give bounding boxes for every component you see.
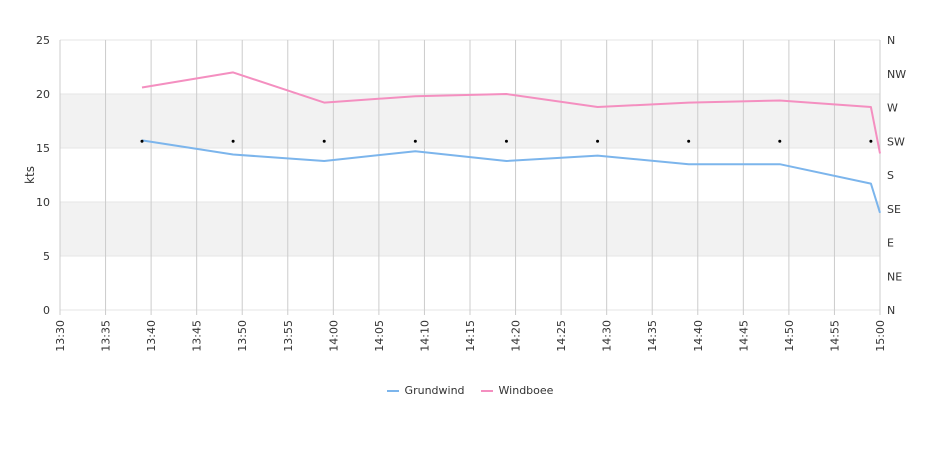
x-axis-ticks: 13:30 13:35 13:40 13:45 13:50 13:55 14:00 14:05… <box>54 310 887 352</box>
direction-marker-3 <box>413 139 417 143</box>
y2-tick-label-8: N <box>887 34 895 47</box>
direction-markers <box>140 139 873 143</box>
y-tick-label-3: 15 <box>36 142 50 155</box>
direction-marker-1 <box>231 139 235 143</box>
y-tick-label-4: 20 <box>36 88 50 101</box>
y2-tick-label-2: E <box>887 237 894 250</box>
y2-axis-ticks: N NE E SE S SW W NW N <box>887 34 906 317</box>
y-tick-label-2: 10 <box>36 196 50 209</box>
y2-tick-label-3: SE <box>887 203 901 216</box>
legend-swatch-grundwind <box>386 389 399 392</box>
x-tick-label-0: 13:30 <box>54 320 67 352</box>
y-tick-label-5: 25 <box>36 34 50 47</box>
x-tick-label-12: 14:30 <box>601 320 614 352</box>
y2-tick-label-4: S <box>887 169 894 182</box>
x-tick-label-18: 15:00 <box>874 320 887 352</box>
legend: Grundwind Windboee <box>0 384 940 397</box>
series-line-grundwind <box>141 139 881 214</box>
x-tick-label-17: 14:55 <box>828 320 841 352</box>
legend-item-grundwind[interactable]: Grundwind <box>386 384 465 397</box>
x-tick-label-7: 14:05 <box>373 320 386 352</box>
legend-swatch-windboee <box>480 389 493 392</box>
y-axis-ticks: 0 5 10 15 20 25 <box>36 34 50 317</box>
legend-item-windboee[interactable]: Windboee <box>480 384 554 397</box>
x-tick-label-2: 13:40 <box>145 320 158 352</box>
x-tick-label-10: 14:20 <box>510 320 523 352</box>
y2-tick-label-0: N <box>887 304 895 317</box>
series-lines <box>141 71 881 214</box>
x-tick-label-8: 14:10 <box>418 320 431 352</box>
x-tick-label-4: 13:50 <box>236 320 249 352</box>
direction-marker-5 <box>596 139 600 143</box>
direction-marker-7 <box>778 139 782 143</box>
direction-marker-8 <box>869 139 873 143</box>
y2-tick-label-5: SW <box>887 135 905 148</box>
y-tick-label-1: 5 <box>43 250 50 263</box>
direction-marker-0 <box>140 139 144 143</box>
legend-label-grundwind: Grundwind <box>404 384 465 397</box>
x-tick-label-13: 14:35 <box>646 320 659 352</box>
x-tick-label-16: 14:50 <box>783 320 796 352</box>
grid-lines <box>59 39 881 311</box>
series-line-windboee <box>141 71 881 154</box>
x-tick-label-1: 13:35 <box>100 320 113 352</box>
x-tick-label-11: 14:25 <box>555 320 568 352</box>
x-tick-label-9: 14:15 <box>464 320 477 352</box>
direction-marker-4 <box>504 139 508 143</box>
x-tick-label-5: 13:55 <box>282 320 295 352</box>
x-tick-label-6: 14:00 <box>327 320 340 352</box>
x-tick-label-3: 13:45 <box>191 320 204 352</box>
x-tick-label-14: 14:40 <box>692 320 705 352</box>
legend-label-windboee: Windboee <box>498 384 554 397</box>
y2-tick-label-6: W <box>887 102 898 115</box>
x-tick-label-15: 14:45 <box>737 320 750 352</box>
y-axis-title: kts <box>23 166 37 184</box>
y-tick-label-0: 0 <box>43 304 50 317</box>
y2-tick-label-7: NW <box>887 68 906 81</box>
y2-tick-label-1: NE <box>887 270 902 283</box>
direction-marker-2 <box>322 139 326 143</box>
direction-marker-6 <box>687 139 691 143</box>
